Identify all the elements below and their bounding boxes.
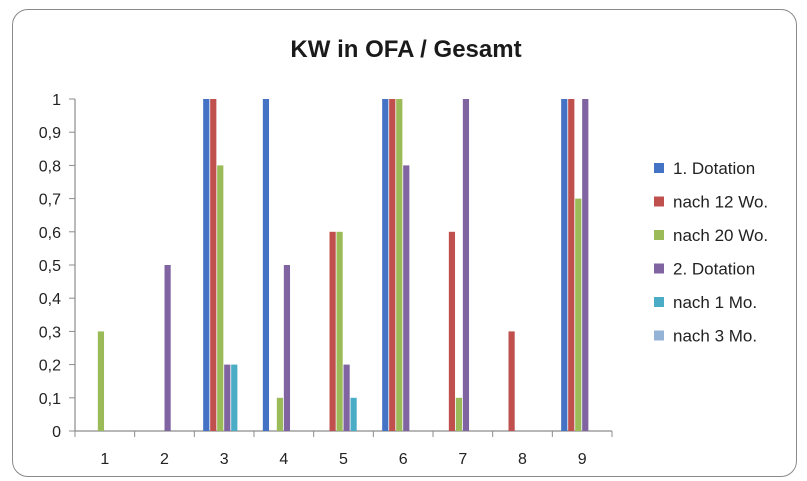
bar [403,165,410,431]
legend-swatch [654,196,664,207]
y-tick-label: 0,4 [39,291,61,308]
legend-label: nach 20 Wo. [673,226,768,245]
legend-label: nach 1 Mo. [673,293,757,312]
chart-legend: 1. Dotation nach 12 Wo. nach 20 Wo. 2. Dota… [654,159,768,346]
x-tick-label: 3 [220,451,229,468]
bar [382,99,389,431]
bar [336,231,343,431]
y-tick-label: 0,3 [39,324,61,341]
bar [262,99,270,431]
legend-label: nach 3 Mo. [673,327,757,346]
bar [462,99,470,431]
legend-swatch [654,163,664,173]
bar [203,99,210,431]
x-tick-label: 7 [458,451,467,468]
x-tick-label: 6 [399,451,408,468]
y-tick-label: 1 [52,92,61,109]
y-tick-label: 0 [52,424,61,441]
chart-bars [97,99,589,431]
y-tick-label: 0,5 [39,258,61,275]
bar [575,198,582,431]
y-tick-label: 0,7 [39,192,61,209]
bar [568,99,575,431]
y-tick-label: 0,9 [39,125,61,142]
x-tick-label: 8 [518,451,527,468]
x-tick-label: 9 [578,451,587,468]
y-tick-label: 0,6 [39,225,61,242]
bar [455,397,463,431]
x-tick-label: 5 [339,451,348,468]
bar [164,265,171,431]
chart-axes: 0 0,1 0,2 0,3 0,4 0,5 0,6 0,7 0,8 0,9 1 1 2 3 4 5 6 7 8 9 [39,92,613,468]
x-tick-label: 2 [160,451,169,468]
bar [343,364,350,431]
bar [210,99,217,431]
x-tick-label: 1 [100,451,109,468]
legend-swatch [654,263,664,274]
bar [389,99,396,431]
y-tick-label: 0,2 [39,358,61,375]
y-tick-label: 0,1 [39,391,61,408]
chart-title: KW in OFA / Gesamt [290,36,522,63]
bar [582,99,589,431]
bar [396,99,403,431]
bar [224,364,231,431]
bar [329,231,336,431]
bar [97,331,105,431]
legend-swatch [654,330,664,341]
bar [276,397,284,431]
legend-label: 1. Dotation [673,159,755,178]
legend-label: nach 12 Wo. [673,193,768,212]
bar [283,265,291,431]
legend-swatch [654,297,664,307]
y-tick-label: 0,8 [39,158,61,175]
bar [350,397,357,431]
bar [561,99,568,431]
legend-label: 2. Dotation [673,260,755,279]
bar [217,165,224,431]
x-tick-label: 4 [279,451,288,468]
bar [508,331,515,431]
legend-swatch [654,230,664,240]
bar [231,364,238,431]
bar [448,231,456,431]
